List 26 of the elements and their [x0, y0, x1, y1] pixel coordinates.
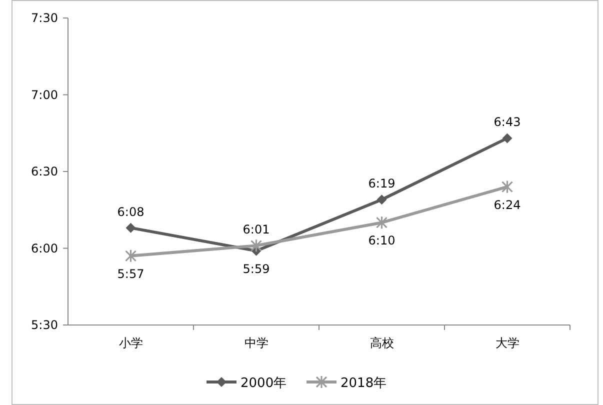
data-label: 5:59 — [242, 262, 270, 276]
data-label: 5:57 — [117, 266, 144, 281]
data-label: 6:19 — [368, 176, 396, 191]
x-tick-label: 大学 — [495, 336, 520, 350]
x-tick-label: 中学 — [244, 336, 268, 350]
data-label: 6:10 — [368, 234, 396, 248]
y-tick-label: 7:00 — [31, 88, 58, 102]
point — [124, 249, 137, 263]
data-label: 6:43 — [494, 115, 521, 130]
point — [126, 222, 136, 233]
y-tick-label: 6:00 — [31, 241, 58, 256]
y-tick-label: 7:30 — [31, 11, 58, 25]
y-tick-label: 5:30 — [31, 318, 58, 332]
legend-label: 2000年 — [240, 376, 287, 391]
data-label: 6:01 — [242, 222, 270, 237]
x-tick-label: 小学 — [118, 336, 143, 350]
y-tick-label: 6:30 — [31, 164, 58, 178]
data-label: 6:24 — [494, 198, 521, 212]
data-label: 6:08 — [117, 204, 144, 219]
point — [376, 216, 388, 230]
point — [376, 194, 387, 205]
legend-label: 2018年 — [340, 376, 387, 391]
point — [502, 133, 512, 144]
point — [501, 180, 514, 194]
point — [250, 238, 262, 252]
x-tick-label: 高校 — [370, 336, 394, 350]
